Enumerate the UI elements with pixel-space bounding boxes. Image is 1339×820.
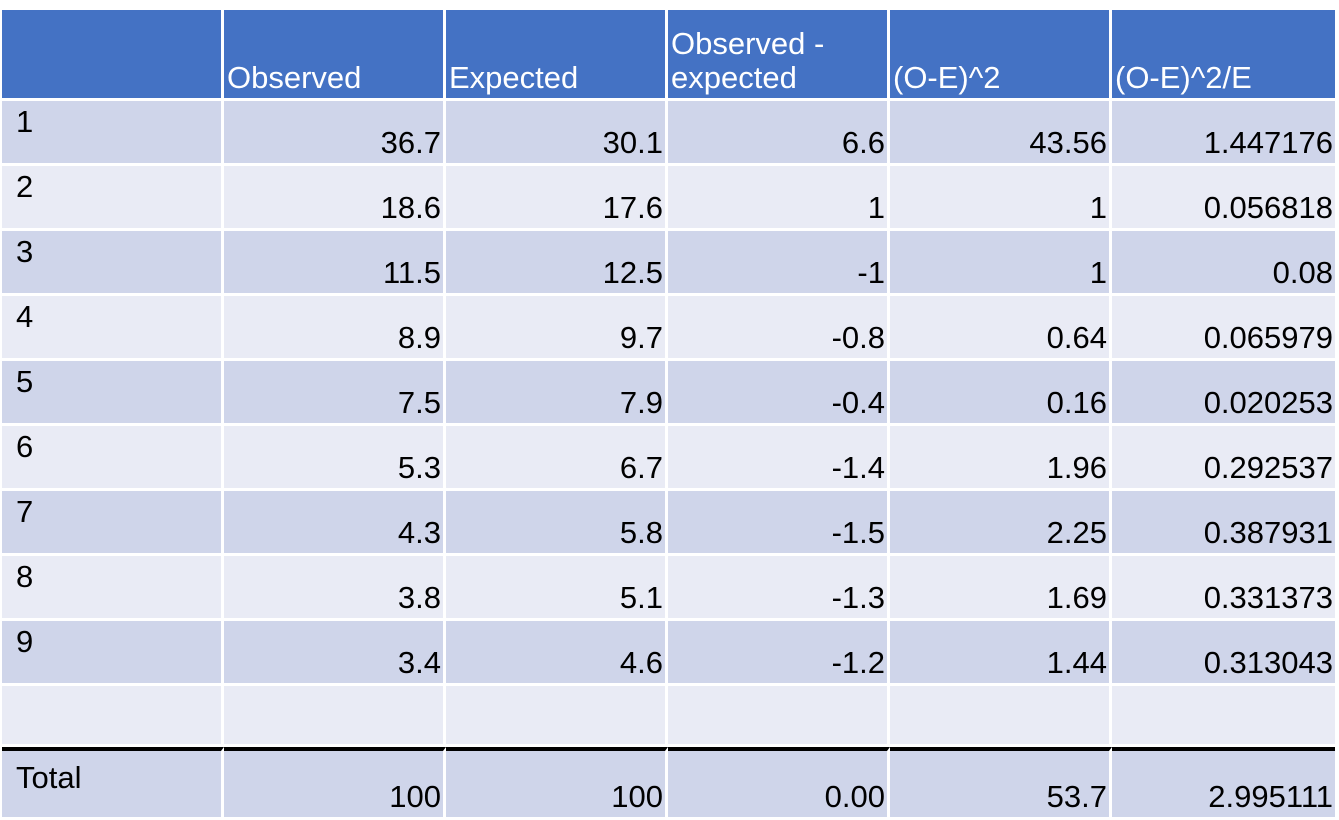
table-row: 9 3.4 4.6 -1.2 1.44 0.313043: [2, 621, 1335, 686]
empty-row: [2, 686, 1335, 747]
observed-cell: 18.6: [224, 166, 446, 231]
table-row: 3 11.5 12.5 -1 1 0.08: [2, 231, 1335, 296]
expected-cell: 7.9: [446, 361, 668, 426]
row-label: 9: [2, 621, 224, 686]
table-row: 1 36.7 30.1 6.6 43.56 1.447176: [2, 101, 1335, 166]
header-blank: [2, 10, 224, 101]
observed-cell: 3.4: [224, 621, 446, 686]
total-squared: 53.7: [890, 747, 1112, 820]
expected-cell: 4.6: [446, 621, 668, 686]
total-expected: 100: [446, 747, 668, 820]
total-difference: 0.00: [668, 747, 890, 820]
row-label: 4: [2, 296, 224, 361]
total-ratio: 2.995111: [1112, 747, 1335, 820]
header-row: Observed Expected Observed - expected (O…: [2, 10, 1335, 101]
expected-cell: 6.7: [446, 426, 668, 491]
observed-cell: 8.9: [224, 296, 446, 361]
row-label: 8: [2, 556, 224, 621]
observed-cell: 4.3: [224, 491, 446, 556]
empty-cell: [668, 686, 890, 747]
header-o-e-squared-over-e: (O-E)^2/E: [1112, 10, 1335, 101]
header-observed-minus-expected: Observed - expected: [668, 10, 890, 101]
difference-cell: -1.2: [668, 621, 890, 686]
difference-cell: -1.5: [668, 491, 890, 556]
expected-cell: 17.6: [446, 166, 668, 231]
empty-cell: [890, 686, 1112, 747]
squared-cell: 1.69: [890, 556, 1112, 621]
total-observed: 100: [224, 747, 446, 820]
empty-cell: [446, 686, 668, 747]
ratio-cell: 0.387931: [1112, 491, 1335, 556]
observed-cell: 11.5: [224, 231, 446, 296]
expected-cell: 12.5: [446, 231, 668, 296]
difference-cell: -1.4: [668, 426, 890, 491]
table-row: 4 8.9 9.7 -0.8 0.64 0.065979: [2, 296, 1335, 361]
expected-cell: 5.8: [446, 491, 668, 556]
chi-square-table-container: Observed Expected Observed - expected (O…: [2, 10, 1335, 820]
difference-cell: 1: [668, 166, 890, 231]
difference-cell: -1: [668, 231, 890, 296]
observed-cell: 36.7: [224, 101, 446, 166]
difference-cell: -0.8: [668, 296, 890, 361]
squared-cell: 1.44: [890, 621, 1112, 686]
row-label: 5: [2, 361, 224, 426]
squared-cell: 0.16: [890, 361, 1112, 426]
squared-cell: 0.64: [890, 296, 1112, 361]
header-observed: Observed: [224, 10, 446, 101]
expected-cell: 9.7: [446, 296, 668, 361]
observed-cell: 7.5: [224, 361, 446, 426]
row-label: 3: [2, 231, 224, 296]
ratio-cell: 0.020253: [1112, 361, 1335, 426]
empty-cell: [2, 686, 224, 747]
table-row: 5 7.5 7.9 -0.4 0.16 0.020253: [2, 361, 1335, 426]
ratio-cell: 0.292537: [1112, 426, 1335, 491]
observed-cell: 3.8: [224, 556, 446, 621]
empty-cell: [1112, 686, 1335, 747]
ratio-cell: 0.313043: [1112, 621, 1335, 686]
ratio-cell: 0.065979: [1112, 296, 1335, 361]
difference-cell: 6.6: [668, 101, 890, 166]
squared-cell: 1: [890, 231, 1112, 296]
chi-square-table: Observed Expected Observed - expected (O…: [2, 10, 1335, 820]
difference-cell: -1.3: [668, 556, 890, 621]
table-header: Observed Expected Observed - expected (O…: [2, 10, 1335, 101]
row-label: 1: [2, 101, 224, 166]
difference-cell: -0.4: [668, 361, 890, 426]
total-row: Total 100 100 0.00 53.7 2.995111: [2, 747, 1335, 820]
table-row: 7 4.3 5.8 -1.5 2.25 0.387931: [2, 491, 1335, 556]
row-label: 6: [2, 426, 224, 491]
ratio-cell: 0.08: [1112, 231, 1335, 296]
row-label: 2: [2, 166, 224, 231]
squared-cell: 1: [890, 166, 1112, 231]
table-body: 1 36.7 30.1 6.6 43.56 1.447176 2 18.6 17…: [2, 101, 1335, 820]
expected-cell: 5.1: [446, 556, 668, 621]
total-label: Total: [2, 747, 224, 820]
squared-cell: 43.56: [890, 101, 1112, 166]
header-o-e-squared: (O-E)^2: [890, 10, 1112, 101]
squared-cell: 1.96: [890, 426, 1112, 491]
observed-cell: 5.3: [224, 426, 446, 491]
ratio-cell: 1.447176: [1112, 101, 1335, 166]
empty-cell: [224, 686, 446, 747]
table-row: 6 5.3 6.7 -1.4 1.96 0.292537: [2, 426, 1335, 491]
squared-cell: 2.25: [890, 491, 1112, 556]
ratio-cell: 0.056818: [1112, 166, 1335, 231]
table-row: 2 18.6 17.6 1 1 0.056818: [2, 166, 1335, 231]
ratio-cell: 0.331373: [1112, 556, 1335, 621]
row-label: 7: [2, 491, 224, 556]
table-row: 8 3.8 5.1 -1.3 1.69 0.331373: [2, 556, 1335, 621]
header-expected: Expected: [446, 10, 668, 101]
expected-cell: 30.1: [446, 101, 668, 166]
